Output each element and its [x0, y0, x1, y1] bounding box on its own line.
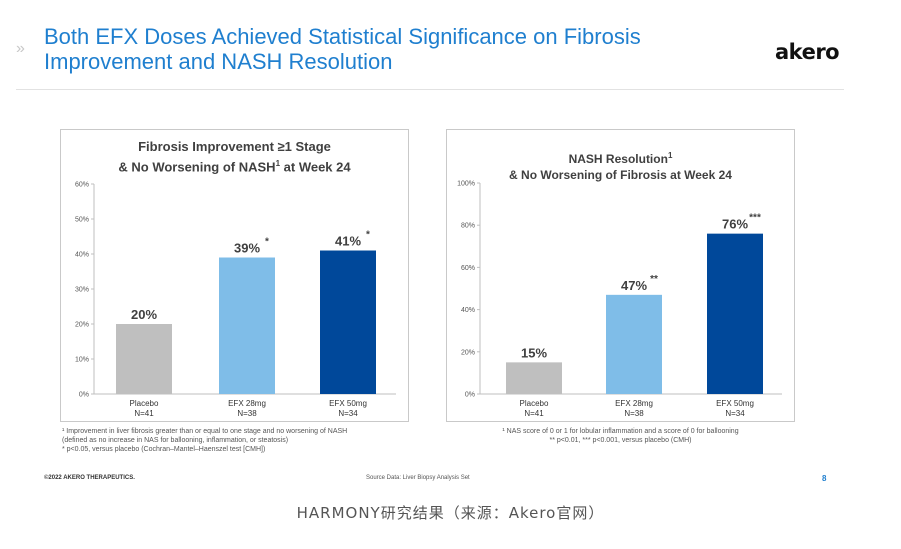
y-tick-label: 50%	[75, 217, 89, 224]
x-category-label: EFX 50mg	[329, 399, 367, 408]
divider	[16, 89, 844, 90]
x-category-label: EFX 28mg	[615, 399, 653, 408]
y-tick-label: 0%	[79, 392, 89, 399]
slide: » Both EFX Doses Achieved Statistical Si…	[16, 24, 844, 483]
footnote: ¹ Improvement in liver fibrosis greater …	[62, 428, 348, 435]
nash-footnotes: ¹ NAS score of 0 or 1 for lobular inflam…	[446, 427, 795, 445]
chart-title-line1: NASH Resolution1	[568, 151, 673, 166]
x-n-label: N=34	[338, 409, 358, 418]
fibrosis-footnotes: ¹ Improvement in liver fibrosis greater …	[62, 427, 347, 454]
y-tick-label: 40%	[75, 252, 89, 259]
page-number: 8	[822, 474, 827, 483]
significance-marker: **	[650, 274, 658, 285]
data-label: 76%	[722, 217, 748, 232]
akero-logo: akero	[775, 40, 840, 64]
bar	[116, 324, 172, 394]
x-n-label: N=38	[624, 409, 644, 418]
footnote: ** p<0.01, *** p<0.001, versus placebo (…	[549, 437, 692, 444]
significance-marker: *	[265, 237, 269, 248]
significance-marker: *	[366, 230, 370, 241]
slide-title-line2: Improvement and NASH Resolution	[44, 49, 393, 74]
chevron-icon: »	[16, 40, 25, 57]
copyright: ©2022 AKERO THERAPEUTICS.	[44, 475, 135, 481]
nash-chart-panel: NASH Resolution1 & No Worsening of Fibro…	[446, 129, 795, 422]
data-label: 41%	[335, 234, 361, 249]
chart-title-line2: & No Worsening of NASH1 at Week 24	[118, 159, 351, 175]
x-n-label: N=41	[524, 409, 544, 418]
significance-marker: ***	[749, 213, 761, 224]
footnote: ¹ NAS score of 0 or 1 for lobular inflam…	[502, 428, 739, 435]
chart-title: NASH Resolution1 & No Worsening of Fibro…	[447, 148, 794, 183]
footnote: * p<0.05, versus placebo (Cochran–Mantel…	[62, 446, 266, 453]
footnote: (defined as no increase in NAS for ballo…	[62, 437, 289, 444]
x-category-label: Placebo	[520, 399, 549, 408]
bar	[606, 294, 662, 394]
data-label: 47%	[621, 278, 647, 293]
slide-title-line1: Both EFX Doses Achieved Statistical Sign…	[44, 24, 641, 49]
chart-title: Fibrosis Improvement ≥1 Stage & No Worse…	[61, 138, 408, 175]
data-label: 20%	[131, 307, 157, 322]
x-category-label: Placebo	[130, 399, 159, 408]
y-tick-label: 20%	[75, 322, 89, 329]
bar	[219, 257, 275, 394]
image-caption: HARMONY研究结果（来源：Akero官网）	[296, 504, 605, 522]
bar	[707, 233, 763, 394]
data-label: 15%	[521, 345, 547, 360]
x-category-label: EFX 28mg	[228, 399, 266, 408]
y-tick-label: 100%	[457, 181, 475, 188]
x-n-label: N=38	[237, 409, 257, 418]
y-tick-label: 30%	[75, 287, 89, 294]
data-label: 39%	[234, 241, 260, 256]
chart-title-line2: & No Worsening of Fibrosis at Week 24	[509, 168, 732, 182]
slide-title: Both EFX Doses Achieved Statistical Sign…	[44, 24, 724, 74]
y-tick-label: 20%	[461, 349, 475, 356]
y-tick-label: 0%	[465, 392, 475, 399]
y-tick-label: 40%	[461, 307, 475, 314]
y-tick-label: 10%	[75, 357, 89, 364]
y-tick-label: 80%	[461, 223, 475, 230]
bar	[506, 362, 562, 394]
y-tick-label: 60%	[461, 265, 475, 272]
source-note: Source Data: Liver Biopsy Analysis Set	[366, 475, 470, 481]
bar	[320, 250, 376, 394]
x-category-label: EFX 50mg	[716, 399, 754, 408]
fibrosis-chart-panel: Fibrosis Improvement ≥1 Stage & No Worse…	[60, 129, 409, 422]
x-n-label: N=41	[134, 409, 154, 418]
y-tick-label: 60%	[75, 182, 89, 189]
chart-title-line1: Fibrosis Improvement ≥1 Stage	[138, 139, 331, 154]
x-n-label: N=34	[725, 409, 745, 418]
